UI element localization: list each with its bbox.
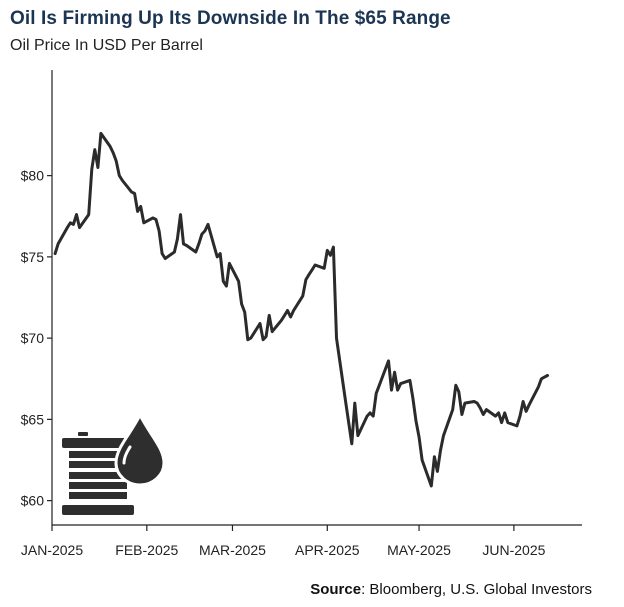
- y-tick-label: $80: [21, 168, 45, 184]
- source-text: : Bloomberg, U.S. Global Investors: [361, 581, 592, 598]
- source-note: Source: Bloomberg, U.S. Global Investors: [310, 581, 592, 598]
- oil-price-line: [53, 131, 549, 488]
- y-tick-label: $75: [21, 249, 45, 265]
- y-tick-label: $60: [21, 493, 45, 509]
- x-tick-label: JAN-2025: [21, 542, 83, 558]
- x-tick-label: FEB-2025: [115, 542, 178, 558]
- x-tick-label: MAY-2025: [387, 542, 451, 558]
- chart-subtitle: Oil Price In USD Per Barrel: [10, 37, 203, 54]
- x-ticks: JAN-2025 FEB-2025 MAR-2025 APR-2025 MAY-2025…: [21, 525, 546, 558]
- x-tick-label: JUN-2025: [482, 542, 545, 558]
- source-label: Source: [310, 581, 362, 598]
- y-tick-label: $65: [21, 411, 45, 427]
- x-tick-label: MAR-2025: [199, 542, 266, 558]
- x-tick-label: APR-2025: [295, 542, 360, 558]
- oil-barrel-drop-icon: [62, 411, 166, 515]
- y-tick-label: $70: [21, 330, 45, 346]
- y-ticks: $60 $65 $70 $75 $80: [21, 168, 52, 509]
- chart-title: Oil Is Firming Up Its Downside In The $6…: [10, 8, 451, 29]
